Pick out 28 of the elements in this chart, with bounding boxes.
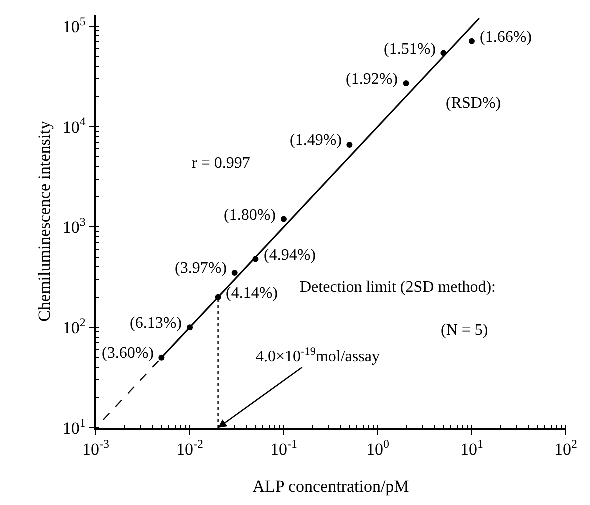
x-tick-label: 10$^{1}$ <box>460 437 484 460</box>
annotation: (1.92%) <box>346 71 398 88</box>
annotation: r = 0.997 <box>192 155 250 172</box>
x-tick-label: 10$^{-3}$ <box>82 437 110 460</box>
annotation: (4.14%) <box>226 285 278 302</box>
annotation: (1.80%) <box>224 207 276 224</box>
annotation: Detection limit (2SD method): <box>300 279 496 296</box>
x-tick-label: 10$^{-1}$ <box>270 437 298 460</box>
x-tick-label: 10$^{0}$ <box>366 437 390 460</box>
annotation: (N = 5) <box>441 322 488 339</box>
y-tick-label: 10$^{5}$ <box>62 14 86 36</box>
annotation: (3.97%) <box>175 260 227 277</box>
annotation: (3.60%) <box>102 345 154 362</box>
y-tick-label: 10$^{1}$ <box>62 416 86 438</box>
annotation: (6.13%) <box>130 315 182 332</box>
x-tick-label: 10$^{2}$ <box>554 437 578 460</box>
annotation: (1.51%) <box>384 41 436 58</box>
y-tick-label: 10$^{4}$ <box>62 114 86 137</box>
annotation: (4.94%) <box>264 247 316 264</box>
x-tick-label: 10$^{-2}$ <box>176 437 204 460</box>
annotation: (1.66%) <box>480 29 532 46</box>
x-axis-title: ALP concentration/pM <box>252 477 410 496</box>
y-axis-title: Chemiluminescence intensity <box>34 120 54 322</box>
y-tick-label: 10$^{3}$ <box>62 215 86 238</box>
annotation: (1.49%) <box>290 132 342 149</box>
y-tick-label: 10$^{2}$ <box>62 315 86 338</box>
annotation: (RSD%) <box>446 95 502 112</box>
annotation: 4.0×10$^{-19}$mol/assay <box>256 346 380 366</box>
